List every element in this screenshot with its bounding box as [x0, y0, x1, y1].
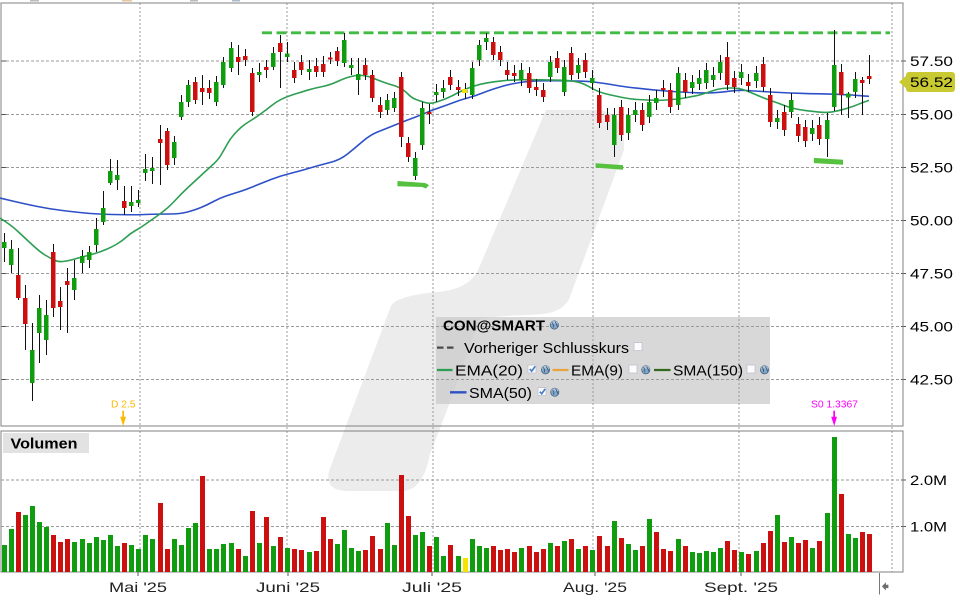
svg-text:2.0M: 2.0M [910, 472, 947, 488]
svg-text:Aug. '25: Aug. '25 [563, 579, 627, 595]
svg-text:Sept. '25: Sept. '25 [704, 579, 778, 595]
svg-text:Volumen: Volumen [11, 436, 78, 453]
svg-text:1.0M: 1.0M [910, 519, 947, 535]
svg-text:EMA(20): EMA(20) [455, 363, 523, 380]
svg-text:42.50: 42.50 [910, 372, 953, 388]
svg-text:56.52: 56.52 [910, 74, 953, 90]
svg-text:Juni '25: Juni '25 [256, 579, 320, 595]
svg-text:50.00: 50.00 [910, 213, 953, 229]
svg-text:52.50: 52.50 [910, 160, 953, 176]
svg-text:Juli '25: Juli '25 [402, 579, 462, 595]
svg-text:SMA(50): SMA(50) [469, 385, 532, 402]
svg-text:S0 1.3367: S0 1.3367 [811, 399, 858, 411]
svg-text:D 2.5: D 2.5 [111, 399, 136, 411]
svg-text:EMA(9): EMA(9) [571, 363, 623, 380]
svg-text:45.00: 45.00 [910, 319, 953, 335]
svg-text:47.50: 47.50 [910, 266, 953, 282]
svg-text:Vorheriger Schlusskurs: Vorheriger Schlusskurs [464, 340, 629, 357]
svg-text:CON@SMART: CON@SMART [443, 318, 545, 335]
svg-text:57.50: 57.50 [910, 53, 953, 69]
svg-text:Mai '25: Mai '25 [109, 579, 167, 595]
svg-text:SMA(150): SMA(150) [673, 363, 743, 380]
svg-text:55.00: 55.00 [910, 107, 953, 123]
